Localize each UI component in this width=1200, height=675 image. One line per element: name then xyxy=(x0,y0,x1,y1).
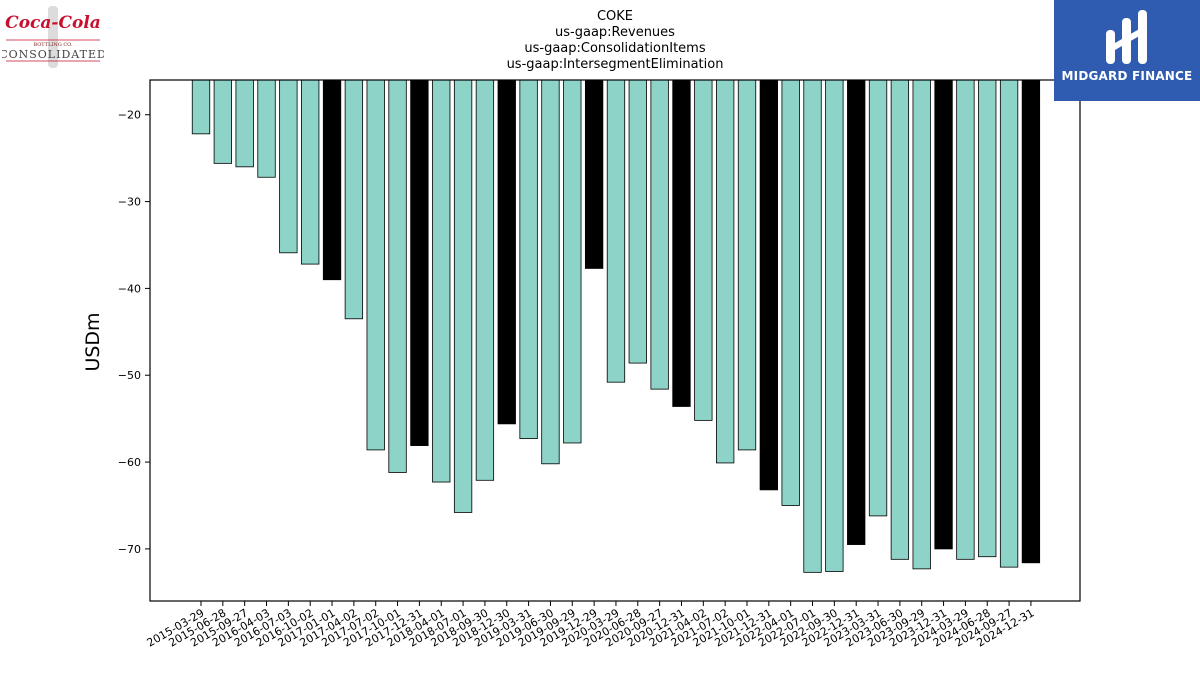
y-axis-label: USDm xyxy=(82,312,104,371)
bar xyxy=(584,79,604,269)
bar xyxy=(628,79,647,364)
bar xyxy=(366,79,385,451)
bar xyxy=(606,79,626,383)
title-line: COKE xyxy=(597,9,633,24)
bar xyxy=(453,79,473,513)
bar xyxy=(868,79,888,517)
bar xyxy=(322,79,342,281)
y-tick-label: −40 xyxy=(118,282,141,295)
bar xyxy=(759,79,778,491)
y-tick-label: −60 xyxy=(118,456,141,469)
bar xyxy=(803,79,822,573)
title-line: us-gaap:Revenues xyxy=(555,25,675,40)
bar xyxy=(235,79,254,168)
logo-name: CONSOLIDATED xyxy=(2,48,104,61)
midgard-mark-icon xyxy=(1106,10,1147,64)
plot-frame xyxy=(149,79,1081,602)
bar xyxy=(650,79,669,390)
title-line: us-gaap:ConsolidationItems xyxy=(524,41,705,56)
brand-name: MIDGARD FINANCE xyxy=(1061,69,1193,83)
y-tick-label: −20 xyxy=(118,109,141,122)
bar xyxy=(213,79,232,164)
bar xyxy=(388,79,407,473)
coca-cola-consolidated-logo: Coca-Cola BOTTLING CO. CONSOLIDATED xyxy=(0,4,106,70)
bar xyxy=(410,79,429,446)
midgard-finance-logo: MIDGARD FINANCE xyxy=(1054,0,1200,101)
bar xyxy=(257,79,276,178)
x-axis-ticks: 2015-03-292015-06-282015-09-272016-04-03… xyxy=(145,601,1036,650)
bar xyxy=(694,79,713,421)
bar xyxy=(191,79,211,135)
bar xyxy=(781,79,800,506)
bar xyxy=(999,79,1019,568)
y-tick-label: −50 xyxy=(118,369,141,382)
bar xyxy=(519,79,538,440)
logo-sub: BOTTLING CO. xyxy=(33,42,73,48)
y-axis-ticks: −20 −30 −40 −50 −60 −70 xyxy=(118,109,150,556)
bar xyxy=(475,79,495,481)
title-line: us-gaap:IntersegmentElimination xyxy=(507,57,724,72)
bar xyxy=(279,79,298,254)
bottle-icon xyxy=(48,6,58,68)
bar xyxy=(912,79,931,570)
bar xyxy=(344,79,364,320)
bar xyxy=(563,79,582,444)
bar xyxy=(978,79,997,558)
bar xyxy=(1021,79,1041,564)
bar xyxy=(825,79,844,572)
bars xyxy=(191,79,1041,573)
bar xyxy=(716,79,735,464)
bar xyxy=(934,79,953,550)
bar xyxy=(432,79,451,483)
bar xyxy=(672,79,691,407)
chart-title: COKEus-gaap:Revenuesus-gaap:Consolidatio… xyxy=(507,9,724,72)
bar xyxy=(890,79,910,560)
y-tick-label: −70 xyxy=(118,543,141,556)
bar xyxy=(847,79,866,545)
bar xyxy=(737,79,757,451)
bar xyxy=(541,79,560,465)
bar xyxy=(497,79,516,425)
bar xyxy=(956,79,975,560)
bar xyxy=(301,79,320,265)
axes xyxy=(149,79,1081,602)
y-tick-label: −30 xyxy=(118,196,141,209)
logo-script: Coca-Cola xyxy=(5,13,101,33)
